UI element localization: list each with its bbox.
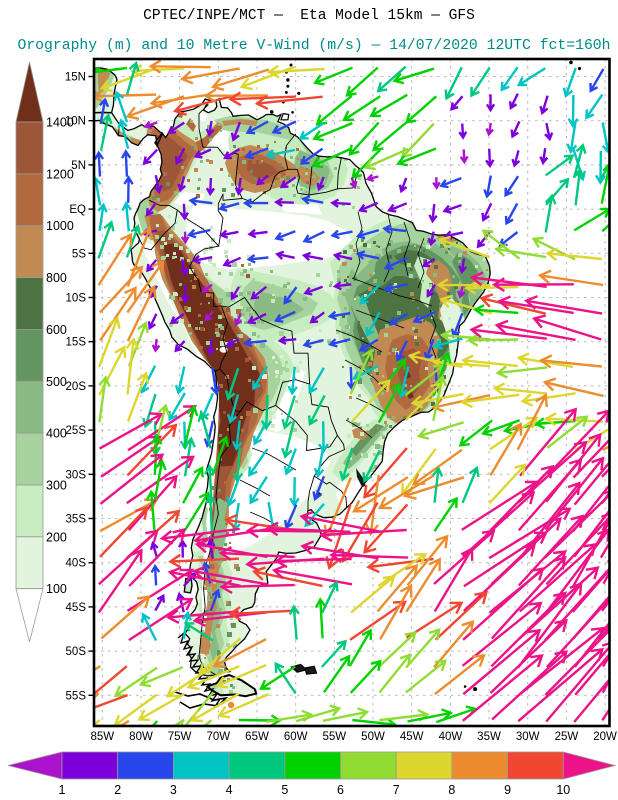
svg-text:9: 9 — [504, 783, 511, 797]
svg-text:400: 400 — [46, 427, 67, 441]
svg-text:5N: 5N — [71, 160, 86, 172]
svg-text:75W: 75W — [168, 731, 192, 743]
svg-text:40W: 40W — [439, 731, 463, 743]
svg-text:25S: 25S — [66, 425, 87, 437]
svg-text:1: 1 — [59, 783, 66, 797]
svg-text:EQ: EQ — [69, 204, 86, 216]
svg-text:CPTEC/INPE/MCT — Eta Model 15: CPTEC/INPE/MCT — Eta Model 15km — GFS — [143, 8, 475, 24]
svg-text:25W: 25W — [555, 731, 579, 743]
svg-text:85W: 85W — [90, 731, 114, 743]
svg-text:2: 2 — [114, 783, 121, 797]
svg-text:8: 8 — [448, 783, 455, 797]
svg-text:5S: 5S — [72, 248, 86, 260]
svg-text:1000: 1000 — [46, 219, 74, 233]
svg-text:30S: 30S — [66, 469, 87, 481]
svg-text:60W: 60W — [284, 731, 308, 743]
svg-text:6: 6 — [337, 783, 344, 797]
svg-text:800: 800 — [46, 271, 67, 285]
svg-text:600: 600 — [46, 323, 67, 337]
svg-text:30W: 30W — [516, 731, 540, 743]
svg-text:1200: 1200 — [46, 167, 74, 181]
svg-text:100: 100 — [46, 582, 67, 596]
svg-text:45W: 45W — [400, 731, 424, 743]
svg-text:300: 300 — [46, 479, 67, 493]
svg-text:3: 3 — [170, 783, 177, 797]
svg-text:500: 500 — [46, 375, 67, 389]
svg-text:20W: 20W — [593, 731, 617, 743]
svg-text:1400: 1400 — [46, 116, 74, 130]
svg-text:10N: 10N — [65, 116, 86, 128]
svg-text:45S: 45S — [66, 602, 87, 614]
svg-text:70W: 70W — [206, 731, 230, 743]
svg-text:80W: 80W — [129, 731, 153, 743]
svg-text:55W: 55W — [322, 731, 346, 743]
svg-text:50W: 50W — [361, 731, 385, 743]
svg-text:10S: 10S — [66, 293, 87, 305]
svg-text:20S: 20S — [66, 381, 87, 393]
svg-text:200: 200 — [46, 530, 67, 544]
svg-text:55S: 55S — [66, 690, 87, 702]
svg-text:10: 10 — [556, 783, 570, 797]
svg-text:4: 4 — [226, 783, 233, 797]
svg-text:50S: 50S — [66, 646, 87, 658]
svg-text:65W: 65W — [245, 731, 269, 743]
svg-text:35S: 35S — [66, 514, 87, 526]
svg-text:40S: 40S — [66, 558, 87, 570]
svg-text:7: 7 — [393, 783, 400, 797]
svg-text:15S: 15S — [66, 337, 87, 349]
svg-text:Orography (m) and 10 Metre V-W: Orography (m) and 10 Metre V-Wind (m/s) … — [17, 38, 610, 54]
svg-text:15N: 15N — [65, 72, 86, 84]
svg-text:35W: 35W — [477, 731, 501, 743]
svg-text:5: 5 — [281, 783, 288, 797]
